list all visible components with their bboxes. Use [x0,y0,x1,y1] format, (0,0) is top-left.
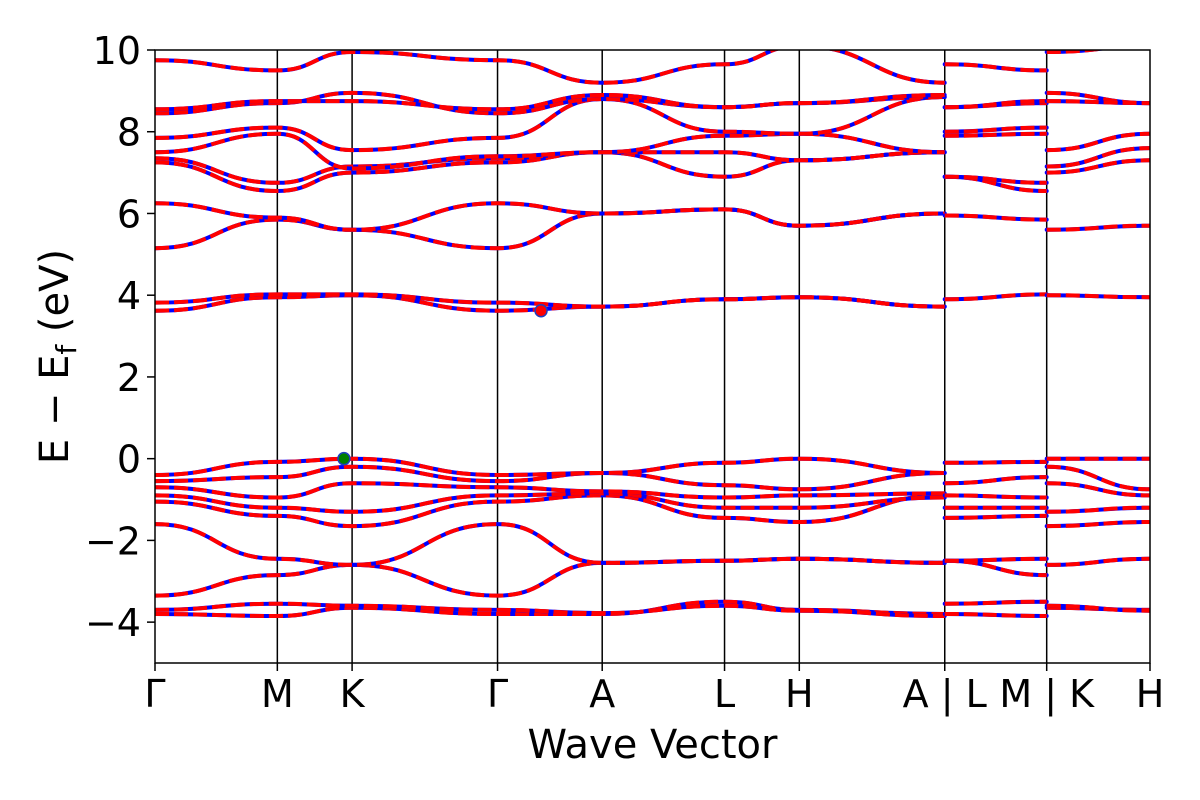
x-tick-label-1: M [261,672,294,716]
band-line-red-33 [944,131,1047,138]
markers-layer [337,303,548,466]
y-tick-label-0: −4 [85,601,141,645]
band-line-red-7 [155,464,945,492]
band-line-blue-15 [155,131,947,171]
band-line-red-47 [1046,223,1150,232]
y-tick-label-2: 0 [117,438,141,482]
x-tick-label-4: A [589,672,615,716]
band-line-red-22 [944,558,1047,578]
band-line-red-2 [155,556,945,598]
band-line-red-4 [155,493,945,529]
band-line-red-37 [944,62,1047,73]
y-axis-label-main: E − E [32,355,78,465]
band-line-red-52 [1046,99,1150,106]
x-tick-label-7: A | L [903,672,987,717]
band-line-red-40 [1046,556,1150,567]
x-tick-label-8: M | K [999,672,1095,717]
x-tick-label-6: H [785,672,814,716]
band-line-red-19 [155,50,945,85]
band-line-red-11 [155,207,945,251]
band-line-red-31 [944,174,1047,193]
y-axis-label-unit: (eV) [32,249,78,345]
y-tick-label-4: 4 [117,274,141,318]
y-axis-label: E − Ef (eV) [32,249,83,464]
x-axis-label: Wave Vector [528,722,779,768]
band-line-red-36 [944,99,1047,110]
band-line-red-39 [1046,603,1150,613]
band-line-red-5 [155,491,945,514]
band-line-red-26 [944,493,1047,500]
band-line-red-48 [1046,158,1150,175]
band-line-red-30 [944,213,1047,222]
band-line-red-12 [155,201,945,232]
band-edge-marker-1 [534,303,548,318]
band-line-red-14 [155,150,945,185]
x-axis-ticks: Γ M K Γ A L H A | L M | K H [144,663,1164,717]
band-line-blue-44 [1044,464,1150,492]
bands-layer [155,50,1150,619]
plot-frame [154,49,1151,664]
band-line-red-29 [944,292,1047,302]
band-line-blue-53 [1044,50,1107,54]
y-tick-label-1: −2 [85,519,141,563]
x-tick-label-0: Γ [144,672,165,716]
band-line-blue-1 [155,601,947,618]
band-line-red-43 [1046,481,1150,498]
band-line-red-16 [155,95,945,153]
band-line-red-6 [155,481,945,500]
y-axis-ticks: −4 −2 0 2 4 6 8 10 [85,29,155,645]
y-tick-label-5: 6 [117,192,141,236]
y-axis-label-sub: f [50,344,83,355]
band-line-red-32 [944,174,1047,185]
band-line-red-41 [1046,520,1150,529]
band-line-blue-50 [1044,131,1150,153]
band-line-red-27 [944,475,1047,486]
x-tick-label-2: K [340,672,366,716]
x-tick-label-5: L [714,672,735,716]
band-line-blue-10 [155,292,947,309]
band-line-blue-49 [1044,146,1150,169]
band-line-red-34 [944,125,1047,134]
band-line-red-21 [944,599,1047,606]
y-tick-label-7: 10 [93,29,141,73]
band-line-blue-19 [155,50,947,85]
band-line-red-46 [1046,293,1150,300]
band-line-red-28 [944,459,1047,465]
y-tick-label-3: 2 [117,356,141,400]
band-edge-marker-0 [337,451,351,466]
x-tick-label-9: H [1136,672,1165,716]
x-tick-label-3: Γ [487,672,508,716]
band-line-red-18 [155,92,945,112]
band-line-red-24 [944,513,1047,520]
band-line-red-3 [155,522,945,567]
y-tick-label-6: 8 [117,111,141,155]
band-line-red-42 [1046,505,1150,514]
band-line-red-15 [155,131,945,171]
band-line-red-8 [155,456,945,478]
band-line-red-23 [944,556,1047,563]
band-line-red-20 [944,612,1047,618]
